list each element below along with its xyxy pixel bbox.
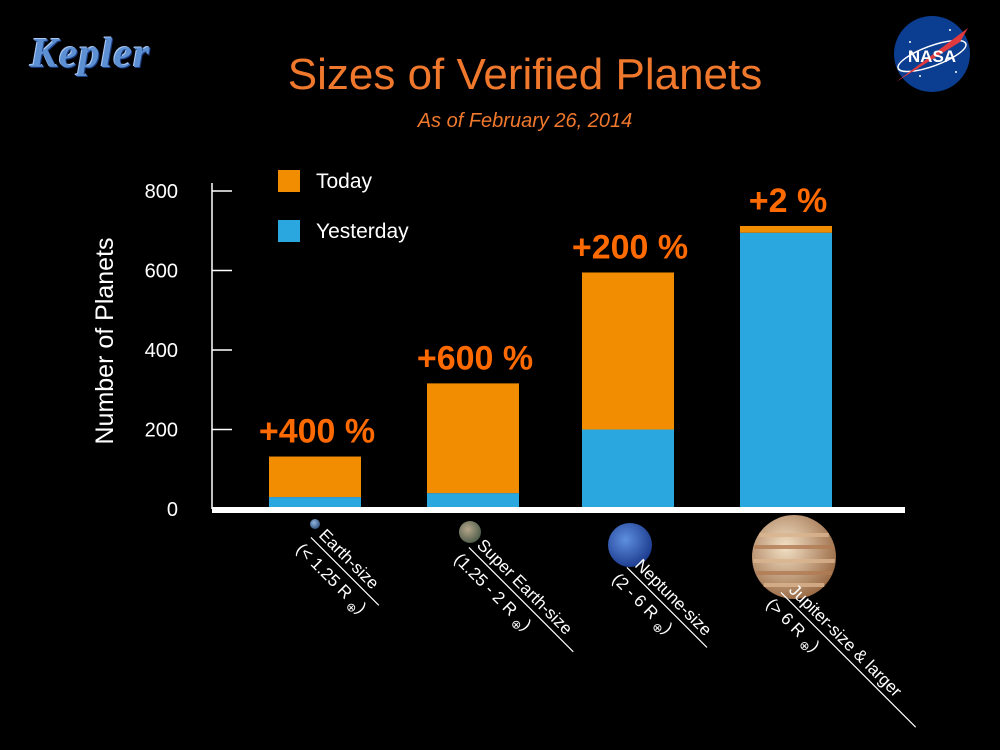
- bar-today: [582, 272, 674, 430]
- bar-yesterday: [269, 497, 361, 509]
- x-category-label-group: Super Earth-size(1.25 - 2 R ⊕): [448, 535, 576, 653]
- chart-subtitle: As of February 26, 2014: [417, 110, 633, 132]
- neptune-icon: [608, 523, 652, 567]
- legend-swatch-today: [278, 170, 300, 192]
- bar-today: [427, 383, 519, 494]
- nasa-logo: NASA: [894, 16, 970, 92]
- legend-label-today: Today: [316, 170, 373, 193]
- y-tick-label: 800: [145, 181, 178, 203]
- x-category-underline: [780, 591, 917, 728]
- x-axis-line: [212, 507, 905, 513]
- jupiter-band: [759, 533, 829, 537]
- y-tick-label: 400: [145, 340, 178, 362]
- bar-yesterday: [740, 232, 832, 510]
- x-category-label-group: Neptune-size(2 - 6 R ⊕): [606, 555, 715, 648]
- x-category-underline: [468, 546, 574, 653]
- jupiter-band: [763, 583, 825, 587]
- x-category-label-group: Jupiter-size & larger(> 6 R ⊕): [760, 580, 917, 728]
- x-category-label-group: Earth-size(< 1.25 R ⊕): [290, 525, 383, 620]
- bar-today: [269, 456, 361, 498]
- earth-icon: [310, 519, 320, 529]
- change-label: +2 %: [749, 182, 827, 220]
- jupiter-band: [756, 571, 832, 575]
- legend-swatch-yesterday: [278, 220, 300, 242]
- jupiter-band: [754, 545, 834, 549]
- jupiter-band: [753, 559, 835, 563]
- nasa-logo-text: NASA: [908, 47, 956, 66]
- y-tick-label: 200: [145, 420, 178, 442]
- change-label: +600 %: [417, 339, 533, 377]
- y-tick-label: 600: [145, 261, 178, 283]
- change-label: +200 %: [572, 228, 688, 266]
- bar-yesterday: [582, 429, 674, 509]
- bar-today: [740, 225, 832, 233]
- x-category-underline: [310, 536, 380, 606]
- y-axis-label: Number of Planets: [91, 237, 119, 444]
- kepler-logo: Kepler: [30, 31, 151, 77]
- x-category-underline: [626, 566, 708, 648]
- change-label: +400 %: [259, 413, 375, 451]
- legend-label-yesterday: Yesterday: [316, 220, 409, 243]
- bar-yesterday: [427, 493, 519, 509]
- chart-title: Sizes of Verified Planets: [287, 50, 763, 99]
- y-tick-label: 0: [167, 499, 178, 521]
- super-earth-icon: [459, 521, 481, 543]
